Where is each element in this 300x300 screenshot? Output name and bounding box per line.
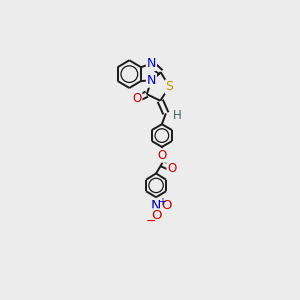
- Text: O: O: [161, 199, 172, 212]
- Text: O: O: [167, 162, 176, 175]
- Text: O: O: [151, 209, 161, 222]
- Text: O: O: [157, 149, 167, 162]
- Text: −: −: [146, 215, 156, 228]
- Text: H: H: [172, 109, 182, 122]
- Text: N: N: [147, 57, 156, 70]
- Text: O: O: [132, 92, 142, 105]
- Text: S: S: [166, 80, 174, 93]
- Text: N: N: [151, 199, 161, 213]
- Text: N: N: [147, 74, 156, 87]
- Text: +: +: [158, 196, 166, 207]
